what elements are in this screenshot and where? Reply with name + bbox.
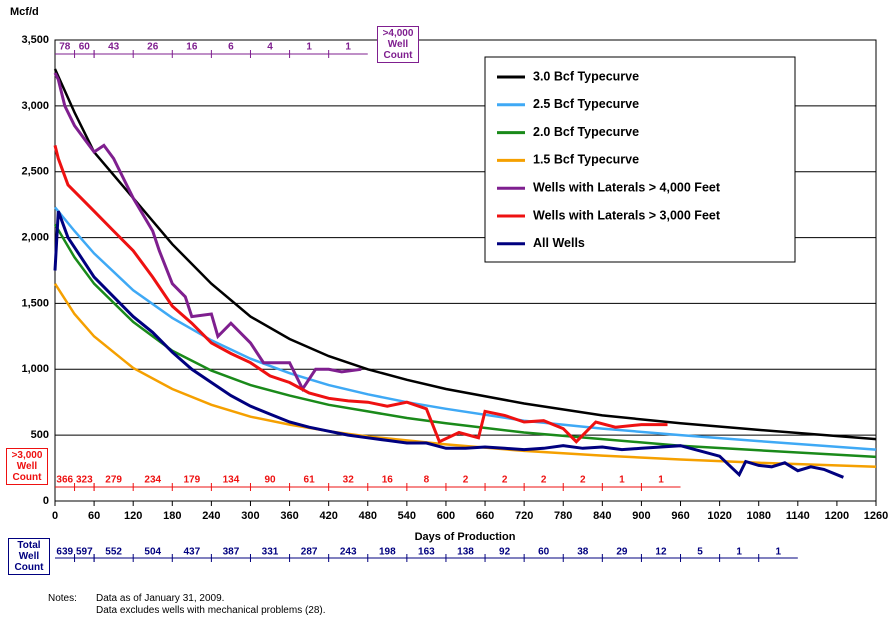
y-tick-label: 500 bbox=[31, 429, 49, 441]
well-count: 43 bbox=[108, 42, 120, 53]
well-count: 279 bbox=[105, 475, 122, 486]
legend-label: 1.5 Bcf Typecurve bbox=[533, 153, 639, 167]
well-count: 243 bbox=[340, 547, 357, 558]
well-count: 198 bbox=[379, 547, 396, 558]
well-count: 287 bbox=[301, 547, 318, 558]
well-count: 323 bbox=[76, 475, 93, 486]
well-count: 552 bbox=[105, 547, 122, 558]
well-count: 331 bbox=[262, 547, 279, 558]
x-tick-label: 180 bbox=[163, 510, 181, 522]
well-count: 2 bbox=[541, 475, 547, 486]
y-tick-label: 2,000 bbox=[21, 231, 49, 243]
well-count: 2 bbox=[502, 475, 508, 486]
well-count: 16 bbox=[186, 42, 198, 53]
x-tick-label: 600 bbox=[437, 510, 455, 522]
series-line bbox=[54, 206, 877, 451]
well-count: 1 bbox=[619, 475, 625, 486]
well-count: 1 bbox=[345, 42, 351, 53]
well-count: 8 bbox=[424, 475, 430, 486]
well-count: 134 bbox=[223, 475, 240, 486]
well-count: 437 bbox=[183, 547, 200, 558]
x-tick-label: 720 bbox=[515, 510, 533, 522]
x-tick-label: 240 bbox=[202, 510, 220, 522]
well-count: 60 bbox=[538, 547, 550, 558]
x-tick-label: 660 bbox=[476, 510, 494, 522]
y-tick-label: 3,000 bbox=[21, 100, 49, 112]
well-count: 597 bbox=[76, 547, 93, 558]
well-count: 2 bbox=[580, 475, 586, 486]
y-tick-label: 1,500 bbox=[21, 297, 49, 309]
well-count: 16 bbox=[382, 475, 394, 486]
note: Data excludes wells with mechanical prob… bbox=[96, 605, 326, 616]
well-count: 26 bbox=[147, 42, 159, 53]
well-count: 1 bbox=[306, 42, 312, 53]
well-count: 29 bbox=[616, 547, 628, 558]
well-count: 163 bbox=[418, 547, 435, 558]
x-tick-label: 60 bbox=[88, 510, 100, 522]
x-tick-label: 780 bbox=[554, 510, 572, 522]
y-axis-label: Mcf/d bbox=[10, 6, 39, 18]
x-tick-label: 420 bbox=[319, 510, 337, 522]
well-count: 6 bbox=[228, 42, 234, 53]
well-count: 1 bbox=[736, 547, 742, 558]
well-count: 78 bbox=[59, 42, 71, 53]
well-count: 639 bbox=[56, 547, 73, 558]
x-axis-label: Days of Production bbox=[415, 531, 516, 543]
legend-label: 2.5 Bcf Typecurve bbox=[533, 97, 639, 111]
well-count: 12 bbox=[655, 547, 667, 558]
count-row-label: >4,000 Well Count bbox=[377, 26, 419, 63]
well-count: 504 bbox=[144, 547, 161, 558]
series-line bbox=[53, 223, 877, 459]
y-tick-label: 3,500 bbox=[21, 34, 49, 46]
well-count: 366 bbox=[56, 475, 73, 486]
well-count: 90 bbox=[264, 475, 276, 486]
well-count: 32 bbox=[343, 475, 355, 486]
x-tick-label: 480 bbox=[359, 510, 377, 522]
x-tick-label: 1200 bbox=[825, 510, 849, 522]
legend-label: Wells with Laterals > 4,000 Feet bbox=[533, 180, 721, 194]
well-count: 1 bbox=[775, 547, 781, 558]
legend bbox=[484, 56, 796, 263]
x-tick-label: 360 bbox=[280, 510, 298, 522]
series-line bbox=[53, 210, 844, 479]
note: Data as of January 31, 2009. bbox=[96, 593, 225, 604]
count-row-label: Total Well Count bbox=[8, 538, 50, 575]
well-count: 2 bbox=[463, 475, 469, 486]
count-row-label: >3,000 Well Count bbox=[6, 448, 48, 485]
x-tick-label: 900 bbox=[632, 510, 650, 522]
y-tick-label: 2,500 bbox=[21, 166, 49, 178]
legend-label: All Wells bbox=[533, 236, 585, 250]
x-tick-label: 0 bbox=[52, 510, 58, 522]
well-count: 92 bbox=[499, 547, 511, 558]
x-tick-label: 840 bbox=[593, 510, 611, 522]
x-tick-label: 540 bbox=[398, 510, 416, 522]
well-count: 60 bbox=[79, 42, 91, 53]
series-line bbox=[53, 145, 668, 444]
well-count: 138 bbox=[457, 547, 474, 558]
legend-label: 3.0 Bcf Typecurve bbox=[533, 69, 639, 83]
x-tick-label: 960 bbox=[671, 510, 689, 522]
well-count: 179 bbox=[183, 475, 200, 486]
x-tick-label: 1020 bbox=[707, 510, 731, 522]
y-tick-label: 0 bbox=[43, 495, 49, 507]
well-count: 38 bbox=[577, 547, 589, 558]
notes-heading: Notes: bbox=[48, 593, 77, 604]
legend-label: Wells with Laterals > 3,000 Feet bbox=[533, 208, 721, 222]
well-count: 4 bbox=[267, 42, 273, 53]
well-count: 387 bbox=[223, 547, 240, 558]
x-tick-label: 1260 bbox=[864, 510, 888, 522]
x-tick-label: 1080 bbox=[746, 510, 770, 522]
x-tick-label: 120 bbox=[124, 510, 142, 522]
well-count: 1 bbox=[658, 475, 664, 486]
x-tick-label: 1140 bbox=[786, 510, 810, 522]
well-count: 61 bbox=[304, 475, 316, 486]
y-tick-label: 1,000 bbox=[21, 363, 49, 375]
well-count: 234 bbox=[144, 475, 161, 486]
well-count: 5 bbox=[697, 547, 703, 558]
x-tick-label: 300 bbox=[241, 510, 259, 522]
series-line bbox=[53, 68, 877, 441]
legend-label: 2.0 Bcf Typecurve bbox=[533, 125, 639, 139]
